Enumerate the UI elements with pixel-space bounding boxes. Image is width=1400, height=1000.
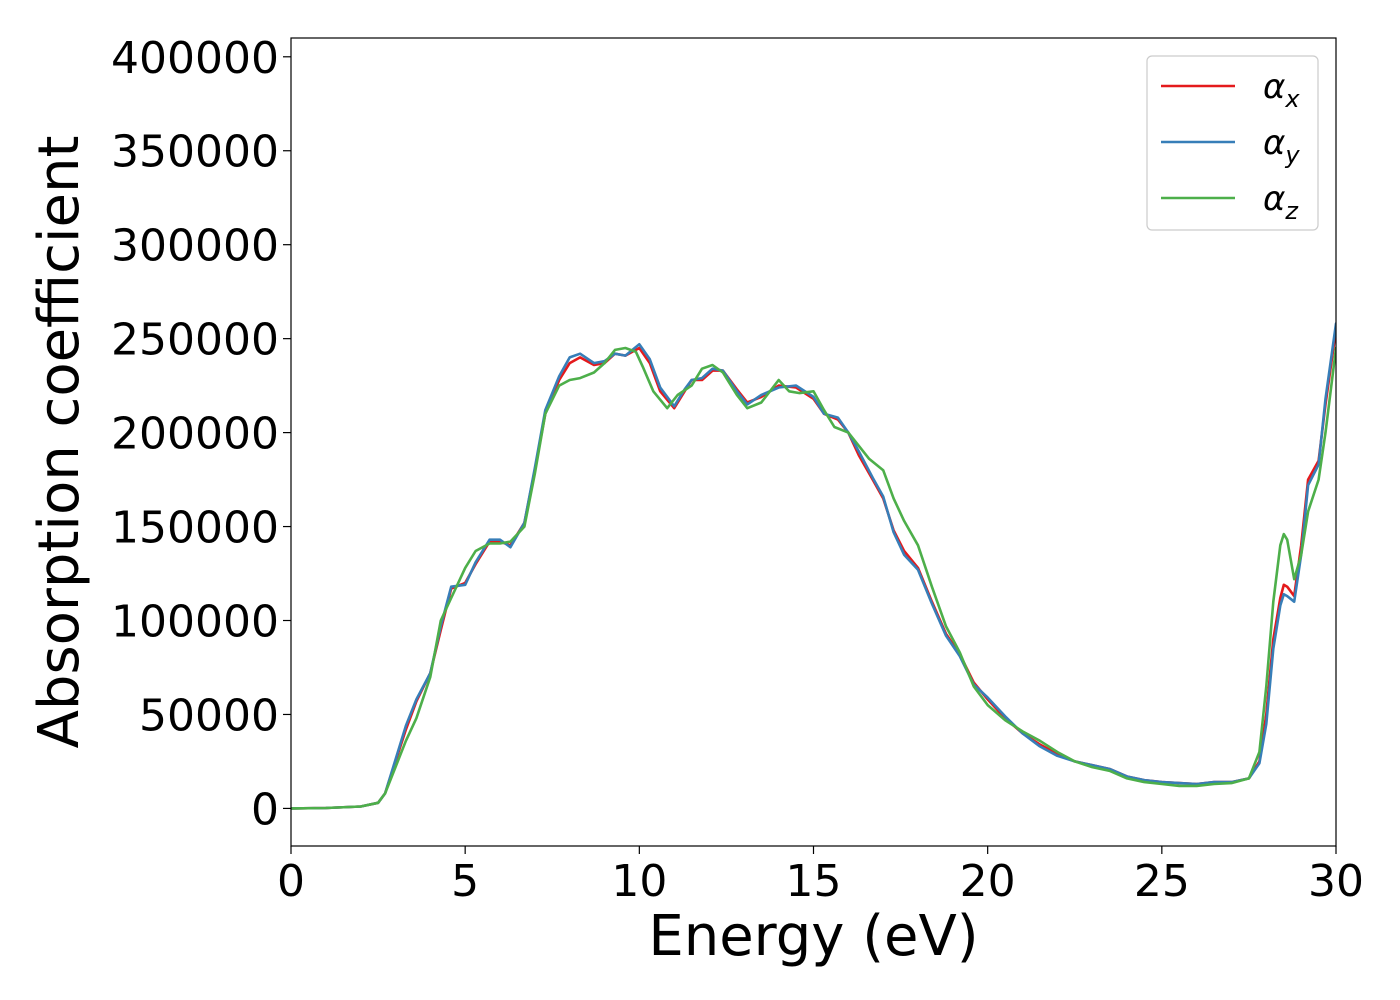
y-tick-label: 100000 — [111, 597, 279, 648]
legend: αx αy αz — [1146, 55, 1319, 231]
series-layer — [291, 322, 1336, 810]
y-tick-label: 300000 — [111, 221, 279, 272]
x-tick-label: 15 — [786, 856, 842, 907]
x-axis: 0 5 10 15 20 25 30 — [277, 846, 1364, 907]
y-tick-label: 400000 — [111, 33, 279, 84]
x-axis-title: Energy (eV) — [648, 904, 978, 969]
y-tick-label: 250000 — [111, 315, 279, 366]
y-tick-label: 350000 — [111, 127, 279, 178]
y-axis-title: Absorption coefficient — [27, 136, 92, 749]
legend-label-x: αx — [1263, 67, 1300, 113]
series-line-z — [291, 346, 1336, 810]
y-axis: 0 50000 100000 150000 200000 250000 300000 3500… — [111, 33, 291, 835]
x-tick-label: 20 — [960, 856, 1016, 907]
legend-label-z: αz — [1263, 179, 1299, 225]
series-line-x — [291, 328, 1336, 810]
x-tick-label: 10 — [611, 856, 667, 907]
y-tick-label: 200000 — [111, 409, 279, 460]
x-tick-label: 5 — [451, 856, 479, 907]
x-tick-label: 30 — [1308, 856, 1364, 907]
y-tick-label: 150000 — [111, 503, 279, 554]
legend-label-y: αy — [1263, 123, 1300, 169]
x-tick-label: 25 — [1134, 856, 1190, 907]
y-tick-label: 0 — [251, 784, 279, 835]
y-tick-label: 50000 — [139, 690, 279, 741]
x-tick-label: 0 — [277, 856, 305, 907]
series-line-y — [291, 322, 1336, 810]
